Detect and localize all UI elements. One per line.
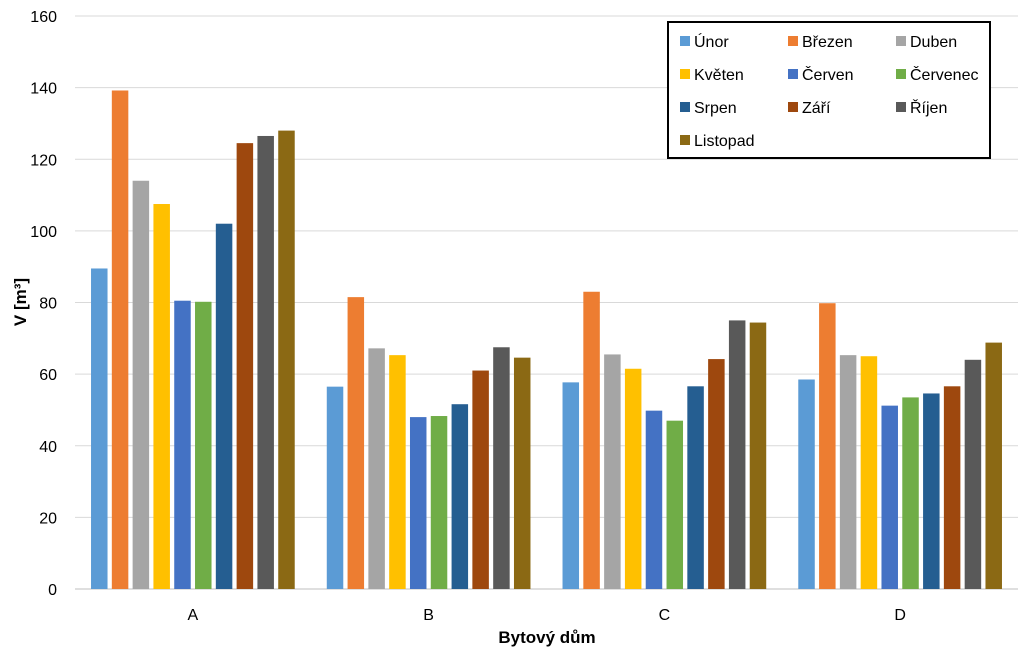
bar (389, 355, 406, 589)
bar (215, 223, 233, 589)
bar (91, 268, 108, 589)
bar (604, 354, 621, 589)
bar (409, 417, 427, 589)
y-tick-label: 140 (30, 81, 57, 98)
legend-label: Říjen (910, 98, 947, 117)
bar (347, 297, 365, 589)
legend-swatch (680, 36, 690, 46)
bar (472, 370, 489, 589)
legend-swatch (788, 102, 798, 112)
bar (798, 379, 815, 589)
bar (257, 135, 274, 590)
bar (153, 204, 170, 589)
bar (708, 359, 725, 589)
legend-label: Srpen (694, 100, 737, 117)
x-axis-ticks: A B C D (188, 607, 906, 624)
x-tick-label: D (894, 607, 906, 624)
bar (451, 404, 469, 589)
legend: Únor Březen Duben Květen Červen Červenec Srpen… (667, 21, 991, 159)
bar (278, 130, 295, 589)
bar (860, 356, 878, 589)
legend-label: Březen (802, 34, 853, 51)
bar (687, 386, 704, 589)
legend-label: Únor (694, 32, 729, 51)
legend-swatch (896, 102, 906, 112)
bar (902, 397, 919, 589)
bar (513, 357, 531, 589)
bar (562, 382, 580, 589)
bar-series (91, 90, 1002, 590)
bar (111, 90, 129, 590)
y-tick-label: 160 (30, 9, 57, 26)
bar (236, 143, 254, 589)
x-tick-label: A (188, 607, 199, 624)
bar (368, 348, 385, 589)
y-tick-label: 120 (30, 152, 57, 169)
y-tick-label: 0 (48, 582, 57, 599)
bar (645, 410, 663, 589)
y-tick-label: 80 (39, 296, 57, 313)
y-tick-label: 60 (39, 367, 57, 384)
y-tick-label: 40 (39, 439, 57, 456)
bar (430, 416, 448, 589)
legend-label: Září (802, 100, 831, 117)
bar (624, 368, 642, 589)
bar (985, 342, 1002, 589)
y-tick-label: 100 (30, 224, 57, 241)
bar (749, 322, 767, 589)
legend-swatch (680, 69, 690, 79)
x-tick-label: C (659, 607, 671, 624)
bar (923, 393, 940, 589)
bar (583, 291, 600, 589)
bar (132, 180, 150, 590)
legend-swatch (788, 69, 798, 79)
legend-swatch (896, 69, 906, 79)
bar (839, 355, 857, 589)
legend-swatch (788, 36, 798, 46)
y-axis-ticks: 0 20 40 60 80 100 120 140 160 (30, 9, 57, 599)
legend-label: Listopad (694, 133, 755, 150)
legend-swatch (680, 102, 690, 112)
bar (881, 405, 898, 589)
x-tick-label: B (423, 607, 434, 624)
y-axis-title: V [m³] (11, 278, 30, 326)
bar (943, 386, 961, 589)
legend-label: Červen (802, 65, 854, 84)
legend-box (667, 21, 991, 159)
y-tick-label: 20 (39, 510, 57, 527)
legend-label: Červenec (910, 65, 978, 84)
bar (819, 303, 836, 589)
bar (174, 300, 191, 589)
bar (493, 347, 510, 589)
bar (195, 301, 212, 589)
bar (964, 359, 982, 589)
legend-swatch (896, 36, 906, 46)
x-axis-title: Bytový dům (498, 628, 595, 647)
bar (326, 386, 344, 589)
bar (666, 420, 684, 589)
legend-label: Květen (694, 67, 744, 84)
bar (728, 320, 746, 589)
legend-label: Duben (910, 34, 957, 51)
legend-swatch (680, 135, 690, 145)
